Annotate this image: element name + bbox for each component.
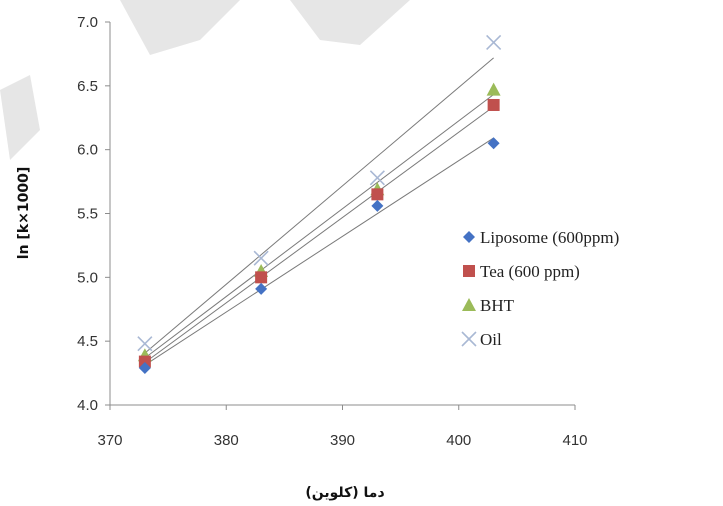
data-point-square	[487, 98, 500, 111]
y-tick-label: 6.0	[77, 142, 98, 159]
watermark	[0, 0, 410, 160]
y-axis-title: ln [k×1000]	[16, 167, 32, 259]
legend-label: Oil	[480, 330, 502, 349]
data-markers	[137, 34, 502, 374]
trendline	[144, 106, 494, 363]
legend-label: Liposome (600ppm)	[480, 228, 619, 247]
legend-label: Tea (600 ppm)	[480, 262, 580, 281]
trendline	[144, 94, 494, 359]
data-point-diamond	[487, 137, 500, 150]
watermark-shape	[120, 0, 240, 55]
trendline	[144, 137, 494, 366]
x-marker-stroke	[137, 336, 153, 352]
data-point-square	[138, 355, 151, 368]
data-point-diamond	[138, 361, 151, 374]
x-axis-title: دما (کلوین)	[305, 485, 384, 501]
trendline	[144, 57, 494, 354]
x-marker-stroke	[369, 170, 385, 186]
legend-marker-square	[463, 265, 475, 277]
x-tick-label: 400	[446, 432, 471, 449]
data-point-triangle	[486, 82, 501, 96]
x-tick-label: 410	[562, 432, 587, 449]
data-point-x	[253, 250, 269, 266]
legend-marker-triangle	[462, 298, 476, 311]
legend-label: BHT	[480, 296, 515, 315]
y-tick-label: 6.5	[77, 78, 98, 95]
y-tick-label: 4.5	[77, 333, 98, 350]
data-point-diamond	[255, 282, 268, 295]
watermark-shape	[290, 0, 410, 45]
data-point-x	[369, 170, 385, 186]
x-tick-label: 370	[97, 432, 122, 449]
y-tick-label: 4.0	[77, 397, 98, 414]
data-point-x	[137, 336, 153, 352]
legend-marker-diamond	[463, 231, 475, 243]
data-point-square	[371, 188, 384, 201]
x-tick-label: 390	[330, 432, 355, 449]
trendlines	[144, 57, 494, 366]
x-tick-label: 380	[214, 432, 239, 449]
data-point-x	[486, 34, 502, 50]
legend: Liposome (600ppm) Tea (600 ppm) BHT Oil	[461, 228, 619, 349]
data-point-square	[255, 271, 268, 284]
y-tick-label: 5.0	[77, 269, 98, 286]
y-tick-label: 7.0	[77, 14, 98, 31]
x-marker-stroke	[486, 34, 502, 50]
plot-area: 4.0 4.5 5.0 5.5 6.0 6.5 7.0 370 380 390 400 410	[77, 14, 587, 449]
x-marker-stroke	[253, 250, 269, 266]
data-point-diamond	[371, 199, 384, 212]
legend-marker-x	[461, 331, 477, 347]
watermark-shape	[0, 75, 40, 160]
x-marker-stroke	[461, 331, 477, 347]
y-axis-ticks: 4.0 4.5 5.0 5.5 6.0 6.5 7.0	[77, 14, 110, 414]
x-axis-ticks: 370 380 390 400 410	[97, 405, 588, 449]
y-tick-label: 5.5	[77, 206, 98, 223]
